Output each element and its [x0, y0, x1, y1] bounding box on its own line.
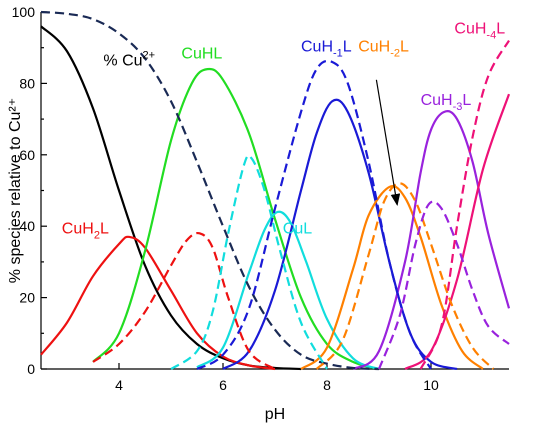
series-cu2-dashed: [40, 10, 380, 371]
series-cul: [196, 210, 380, 371]
label-cu2: % Cu2+: [103, 50, 155, 70]
series-cu2: [40, 25, 302, 371]
label-cuh-3l: CuH-3L: [421, 92, 472, 113]
y-tick-label: 20: [19, 290, 35, 306]
series-cuh-1l: [222, 98, 458, 371]
series-cuh-1l-dashed: [196, 59, 432, 371]
annotation-arrow: [375, 79, 401, 206]
label-cuh2l: CuH2L: [62, 220, 109, 241]
y-tick-label: 80: [19, 75, 35, 91]
series-cuh2l-dashed: [92, 231, 276, 370]
y-tick-label: 0: [27, 361, 35, 377]
x-tick-label: 6: [219, 377, 227, 393]
series-cuh-3l-dashed: [377, 200, 510, 370]
label-cul: CuL: [283, 220, 312, 237]
series-cuh-4l: [404, 93, 511, 370]
series-cul-dashed: [170, 154, 328, 370]
x-tick-label: 4: [115, 377, 123, 393]
curves: [40, 10, 511, 371]
y-tick-label: 40: [19, 218, 35, 234]
series-cuh-4l-dashed: [419, 39, 510, 370]
annotations: [375, 79, 401, 206]
label-cuh-4l: CuH-4L: [454, 20, 505, 41]
x-axis-label: pH: [265, 406, 285, 423]
x-tick-label: 10: [423, 377, 439, 393]
y-axis-label: % species relative to Cu²⁺: [7, 98, 24, 283]
x-tick-label: 8: [323, 377, 331, 393]
series-cuh-2l: [300, 185, 484, 370]
label-cuhl: CuHL: [181, 45, 222, 62]
series-cuhl: [92, 67, 380, 371]
label-cuh-2l: CuH-2L: [358, 38, 409, 59]
y-tick-label: 60: [19, 147, 35, 163]
series-labels: % Cu2+ CuH2L CuHL CuL CuH-1L CuH-2L CuH-3L CuH-…: [62, 20, 505, 241]
y-tick-label: 100: [12, 4, 36, 20]
label-cuh-1l: CuH-1L: [301, 38, 352, 59]
series-cuh-3l: [352, 110, 511, 370]
series-cuh-2l-dashed: [315, 182, 495, 370]
